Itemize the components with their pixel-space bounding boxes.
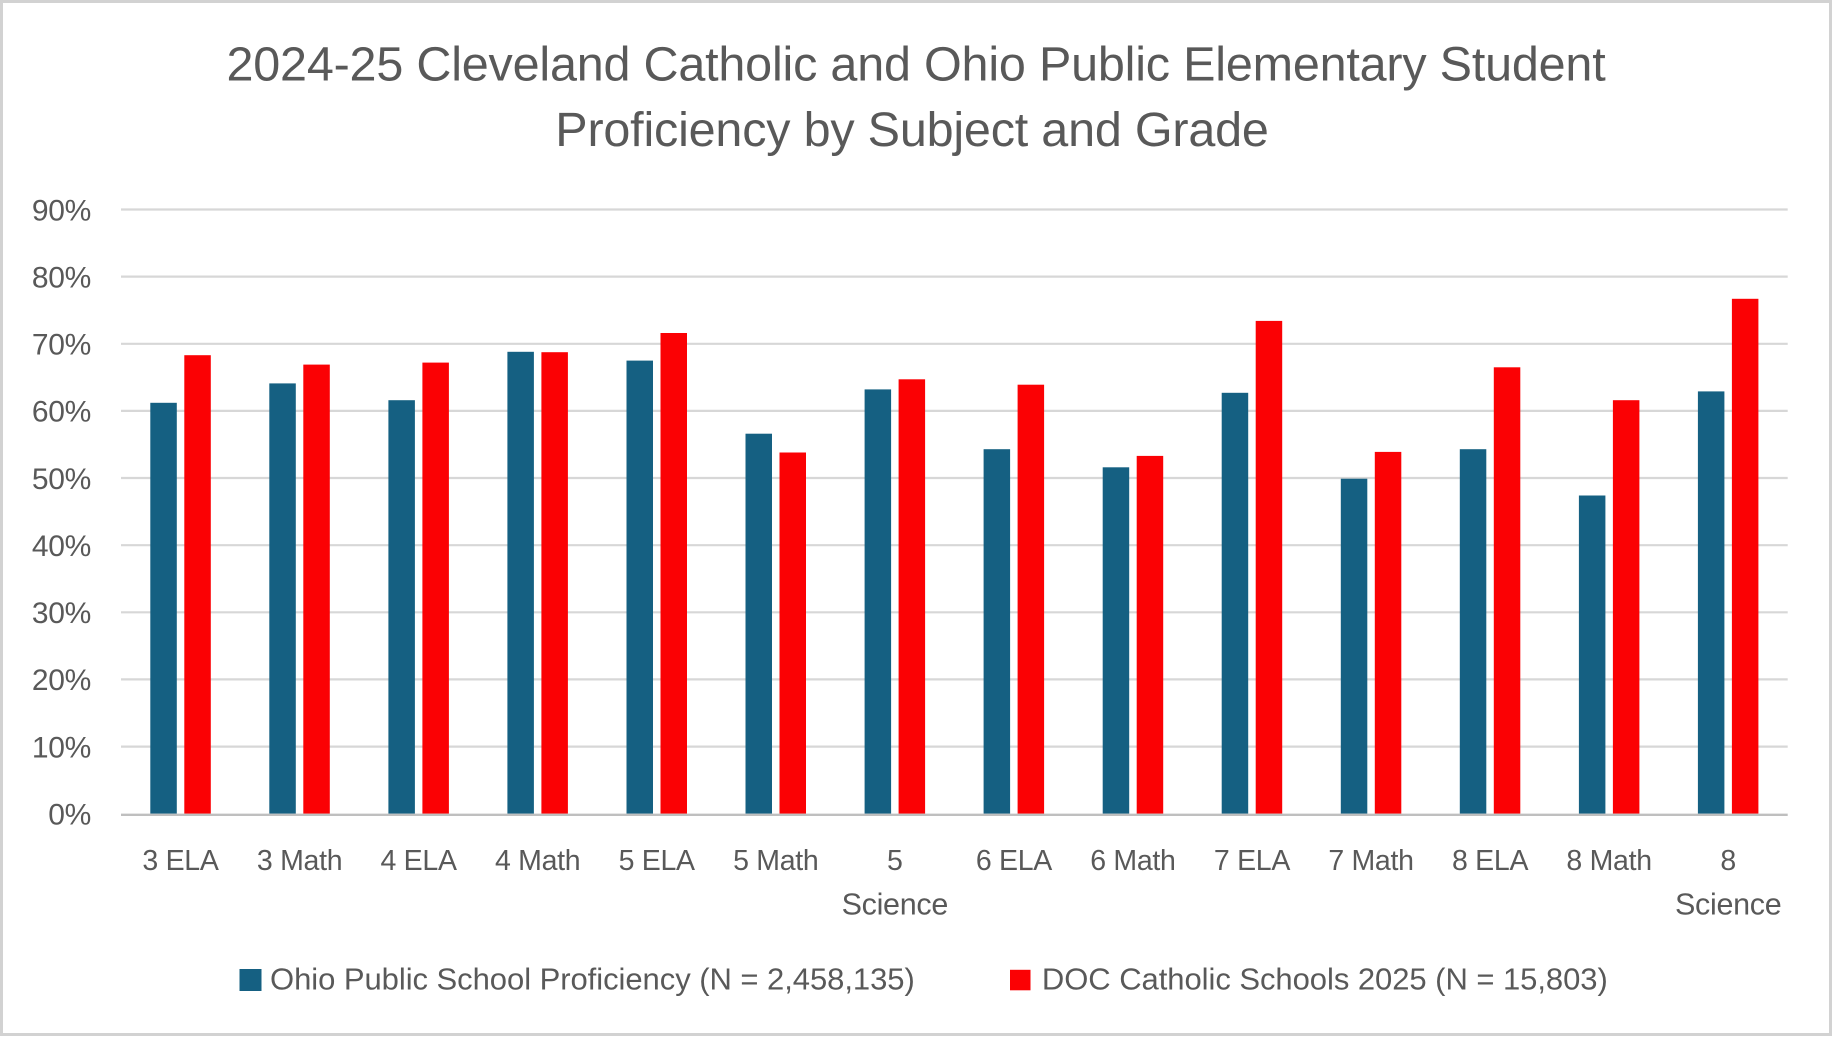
svg-text:30%: 30% — [32, 597, 91, 630]
svg-text:5 ELA: 5 ELA — [619, 845, 695, 877]
svg-text:Ohio Public School Proficiency: Ohio Public School Proficiency (N = 2,45… — [270, 962, 915, 997]
svg-text:10%: 10% — [32, 731, 91, 764]
svg-text:90%: 90% — [32, 194, 91, 227]
svg-text:3 ELA: 3 ELA — [142, 845, 218, 877]
svg-text:40%: 40% — [32, 530, 91, 563]
svg-text:3 Math: 3 Math — [257, 845, 342, 877]
svg-text:Proficiency by Subject and Gra: Proficiency by Subject and Grade — [555, 103, 1268, 157]
svg-text:7 Math: 7 Math — [1328, 845, 1413, 877]
svg-text:6 Math: 6 Math — [1090, 845, 1175, 877]
svg-text:4 Math: 4 Math — [495, 845, 580, 877]
svg-text:5 Math: 5 Math — [733, 845, 818, 877]
svg-text:6 ELA: 6 ELA — [976, 845, 1052, 877]
svg-text:5: 5 — [887, 845, 903, 877]
svg-text:70%: 70% — [32, 329, 91, 362]
svg-text:7 ELA: 7 ELA — [1214, 845, 1290, 877]
svg-text:80%: 80% — [32, 261, 91, 294]
svg-text:Science: Science — [842, 887, 948, 921]
svg-text:0%: 0% — [48, 799, 91, 832]
svg-text:60%: 60% — [32, 396, 91, 429]
svg-text:8 Math: 8 Math — [1566, 845, 1651, 877]
svg-text:50%: 50% — [32, 463, 91, 496]
svg-text:2024-25 Cleveland Catholic and: 2024-25 Cleveland Catholic and Ohio Publ… — [227, 38, 1607, 92]
svg-text:DOC Catholic Schools 2025 (N =: DOC Catholic Schools 2025 (N = 15,803) — [1042, 962, 1608, 997]
svg-text:20%: 20% — [32, 664, 91, 697]
svg-text:8 ELA: 8 ELA — [1452, 845, 1528, 877]
svg-text:Science: Science — [1675, 887, 1781, 921]
svg-text:8: 8 — [1720, 845, 1736, 877]
svg-text:4 ELA: 4 ELA — [381, 845, 457, 877]
